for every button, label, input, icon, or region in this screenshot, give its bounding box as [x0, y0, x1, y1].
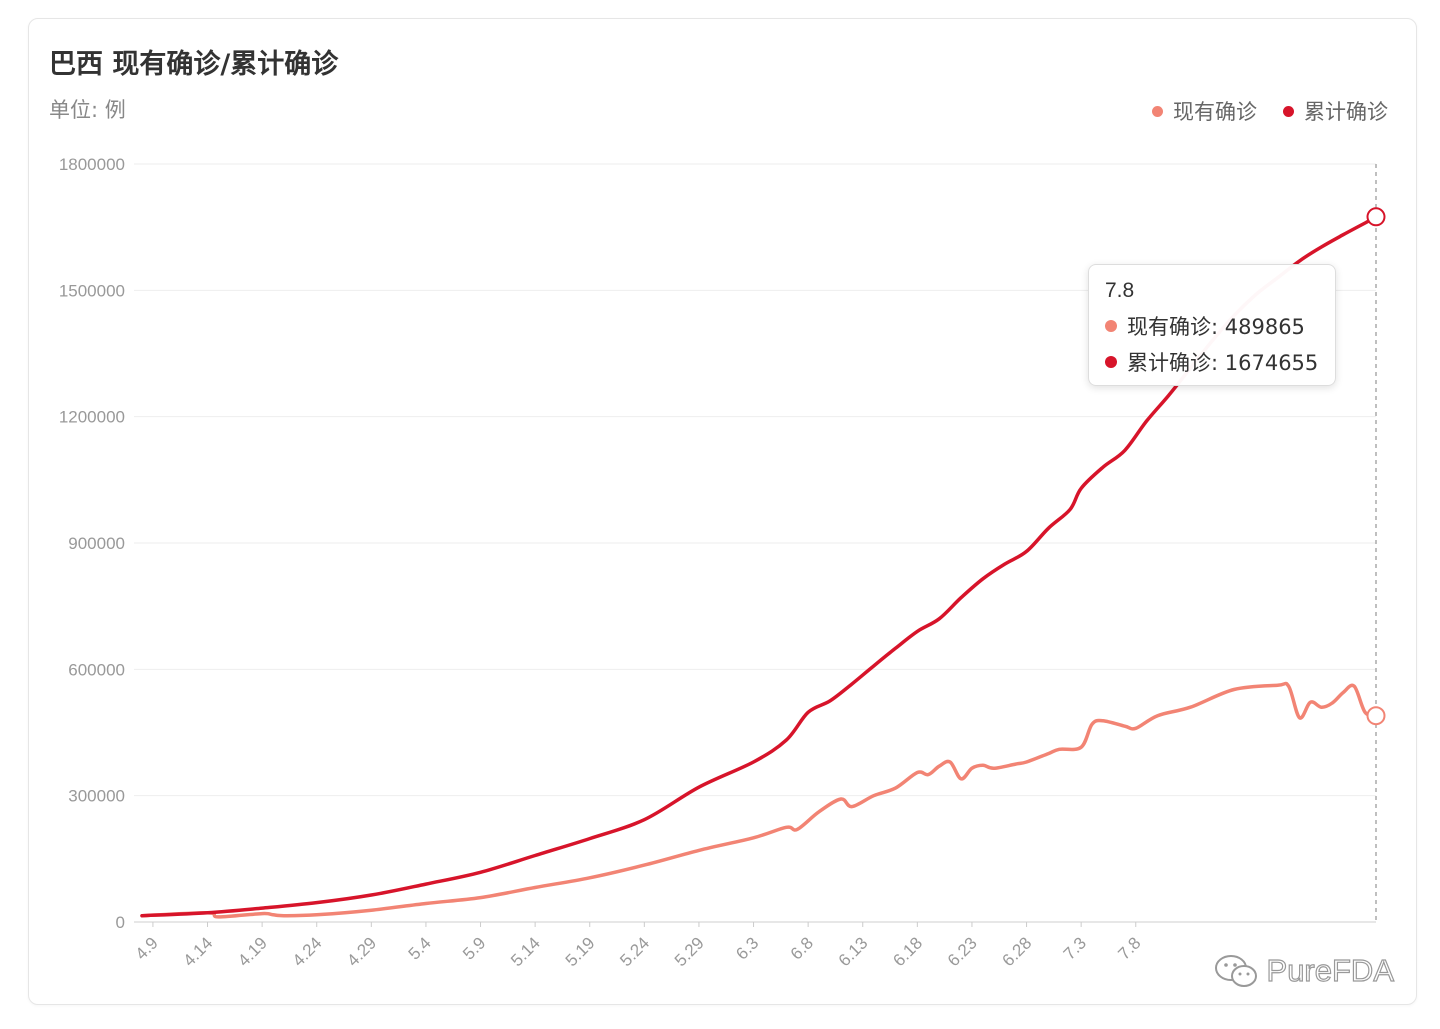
marker-current[interactable] [1366, 706, 1386, 726]
watermark-text: PureFDA [1266, 952, 1395, 988]
y-tick-label: 900000 [68, 534, 125, 553]
unit-label: 单位: 例 [49, 98, 126, 122]
x-tick-label: 4.9 [132, 933, 162, 963]
tooltip: 7.8 现有确诊: 489865 累计确诊: 1674655 [1088, 264, 1336, 386]
x-tick-label: 7.3 [1060, 933, 1090, 963]
legend-label-current: 现有确诊 [1173, 100, 1257, 124]
y-tick-label: 0 [116, 913, 125, 932]
x-tick-label: 4.29 [343, 933, 380, 970]
legend-label-total: 累计确诊 [1304, 100, 1388, 124]
y-tick-label: 600000 [68, 660, 125, 679]
wechat-icon [1214, 955, 1257, 987]
legend: 现有确诊 累计确诊 [1152, 96, 1388, 126]
x-tick-label: 6.28 [999, 933, 1036, 970]
y-tick-label: 1800000 [59, 155, 125, 174]
x-tick-label: 5.29 [671, 933, 708, 970]
legend-item-total[interactable]: 累计确诊 [1283, 96, 1388, 126]
y-tick-label: 1500000 [59, 281, 125, 300]
x-tick-label: 5.9 [459, 933, 489, 963]
x-tick-label: 6.8 [787, 933, 817, 963]
tooltip-value-total: 累计确诊: 1674655 [1127, 351, 1319, 375]
marker-total[interactable] [1366, 207, 1386, 227]
y-tick-label: 1200000 [59, 408, 125, 427]
series-line-current[interactable] [140, 681, 1378, 919]
x-tick-label: 5.14 [507, 933, 544, 970]
x-tick-label: 7.8 [1114, 933, 1144, 963]
hover-markers [1366, 207, 1386, 726]
chart-title: 巴西 现有确诊/累计确诊 [49, 49, 339, 80]
legend-dot-total [1283, 105, 1294, 117]
x-axis: 4.9 4.14 4.19 4.24 4.29 5.4 5.9 5.14 5.19 5.24 5.2… [132, 922, 1145, 970]
tooltip-row-total: 累计确诊: 1674655 [1105, 347, 1319, 377]
legend-item-current[interactable]: 现有确诊 [1152, 96, 1257, 126]
x-tick-label: 6.23 [944, 933, 981, 970]
x-tick-label: 5.4 [405, 933, 435, 963]
tooltip-date: 7.8 [1105, 279, 1135, 302]
y-tick-label: 300000 [68, 787, 125, 806]
legend-dot-current [1152, 105, 1163, 117]
x-tick-label: 6.13 [835, 933, 872, 970]
y-axis: 0 300000 600000 900000 1200000 1500000 1800000 [59, 155, 125, 932]
x-tick-label: 4.14 [180, 933, 217, 970]
x-tick-label: 5.24 [616, 933, 653, 970]
x-tick-label: 6.3 [732, 933, 762, 963]
tooltip-row-current: 现有确诊: 489865 [1105, 311, 1319, 341]
watermark: PureFDA [1213, 952, 1395, 990]
tooltip-dot-current [1105, 320, 1117, 332]
x-tick-label: 6.18 [889, 933, 926, 970]
tooltip-value-current: 现有确诊: 489865 [1127, 315, 1305, 339]
x-tick-label: 4.19 [234, 933, 271, 970]
chart-card [28, 18, 1417, 1005]
x-tick-label: 4.24 [289, 933, 326, 970]
tooltip-dot-total [1105, 356, 1117, 368]
x-tick-label: 5.19 [562, 933, 599, 970]
